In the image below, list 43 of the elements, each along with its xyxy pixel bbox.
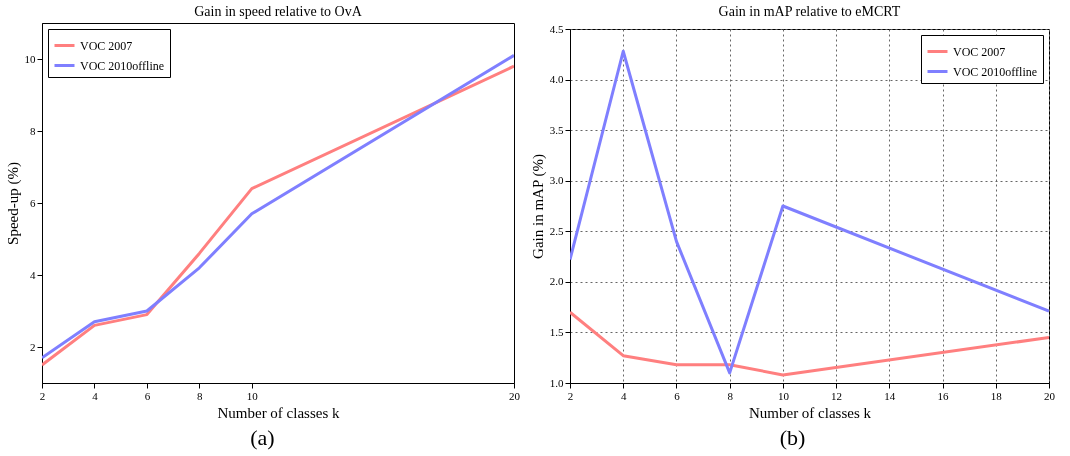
- chart-title: Gain in speed relative to OvA: [194, 4, 363, 19]
- y-tick-label: 8: [30, 124, 36, 137]
- x-tick-label: 2: [39, 389, 46, 402]
- y-tick-label: 2.5: [549, 224, 564, 237]
- x-tick-label: 4: [92, 389, 99, 402]
- y-tick-label: 4: [30, 268, 36, 281]
- x-tick-label: 10: [246, 389, 259, 402]
- x-tick-label: 20: [1044, 389, 1056, 402]
- legend-label: VOC 2010offline: [953, 64, 1038, 79]
- y-tick-label: 6: [30, 196, 36, 209]
- y-tick-label: 3.5: [549, 123, 564, 136]
- y-axis-title: Gain in mAP (%): [529, 154, 547, 259]
- y-tick-label: 10: [24, 52, 36, 65]
- chart-title: Gain in mAP relative to eMCRT: [718, 4, 901, 19]
- line-series: [570, 49, 1049, 375]
- y-axis-title: Speed-up (%): [4, 162, 22, 245]
- x-tick-label: 8: [197, 389, 204, 402]
- y-tick-label: 4.0: [549, 73, 564, 86]
- y-tick-label: 4.5: [549, 22, 564, 35]
- x-tick-label: 10: [777, 389, 790, 402]
- y-tick-label: 2: [30, 340, 36, 353]
- x-tick-label: 4: [620, 389, 627, 402]
- line-series: [570, 310, 1049, 377]
- legend-label: VOC 2007: [80, 38, 133, 53]
- x-tick-label: 20: [509, 389, 521, 402]
- x-tick-label: 12: [831, 389, 843, 402]
- x-tick-label: 14: [884, 389, 896, 402]
- y-tick-label: 3.0: [549, 174, 564, 187]
- legend-label: VOC 2010offline: [80, 58, 165, 73]
- legend-label: VOC 2007: [953, 44, 1006, 59]
- y-tick-label: 1.0: [549, 376, 564, 389]
- text: (a): [250, 425, 275, 451]
- x-axis-title: Number of classes k: [748, 404, 872, 421]
- text: (b): [779, 425, 806, 451]
- x-tick-label: 18: [990, 389, 1003, 402]
- x-axis-title: Number of classes k: [217, 404, 341, 421]
- x-tick-label: 6: [144, 389, 151, 402]
- y-tick-label: 2.0: [549, 275, 564, 288]
- y-tick-label: 1.5: [549, 325, 564, 338]
- x-tick-label: 6: [674, 389, 681, 402]
- x-tick-label: 16: [937, 389, 950, 402]
- x-tick-label: 2: [567, 389, 574, 402]
- x-tick-label: 8: [727, 389, 734, 402]
